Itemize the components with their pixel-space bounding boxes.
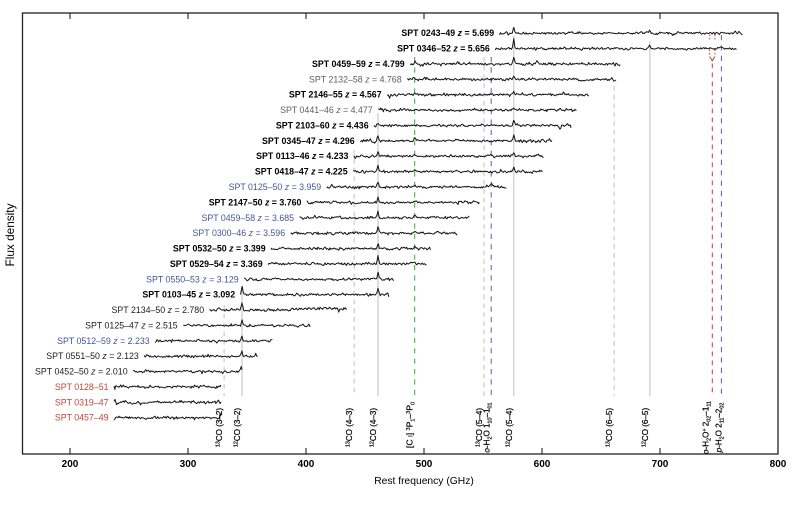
svg-text:SPT 0319–47: SPT 0319–47	[55, 397, 109, 407]
svg-text:SPT 2132–58 z = 4.768: SPT 2132–58 z = 4.768	[309, 74, 402, 84]
svg-text:SPT 0300–46 z = 3.596: SPT 0300–46 z = 3.596	[193, 228, 286, 238]
svg-text:Flux density: Flux density	[3, 203, 17, 266]
svg-text:o-H2O 110–101: o-H2O 110–101	[482, 402, 493, 452]
svg-text:SPT 2146–55 z = 4.567: SPT 2146–55 z = 4.567	[289, 90, 382, 100]
svg-text:SPT 0532–50 z = 3.399: SPT 0532–50 z = 3.399	[173, 244, 266, 254]
svg-text:SPT 0125–50 z = 3.959: SPT 0125–50 z = 3.959	[229, 182, 322, 192]
svg-text:400: 400	[298, 459, 315, 470]
svg-text:700: 700	[652, 459, 669, 470]
svg-text:SPT 0550–53 z = 3.129: SPT 0550–53 z = 3.129	[146, 274, 239, 284]
svg-text:SPT 2134–50 z = 2.780: SPT 2134–50 z = 2.780	[112, 305, 205, 315]
svg-text:SPT 0452–50 z = 2.010: SPT 0452–50 z = 2.010	[35, 367, 128, 377]
svg-text:12CO (4–3): 12CO (4–3)	[369, 408, 378, 448]
svg-text:12CO (6–5): 12CO (6–5)	[641, 408, 650, 448]
svg-text:12CO (5–4): 12CO (5–4)	[505, 408, 514, 448]
svg-text:SPT 0551–50 z = 2.123: SPT 0551–50 z = 2.123	[46, 351, 139, 361]
svg-text:SPT 0529–54 z = 3.369: SPT 0529–54 z = 3.369	[170, 259, 263, 269]
svg-text:SPT 2147–50 z = 3.760: SPT 2147–50 z = 3.760	[209, 197, 302, 207]
svg-text:600: 600	[534, 459, 551, 470]
svg-text:SPT 0346–52 z = 5.656: SPT 0346–52 z = 5.656	[397, 44, 490, 54]
svg-text:SPT 0113–46 z = 4.233: SPT 0113–46 z = 4.233	[256, 151, 348, 161]
svg-text:SPT 0512–59 z = 2.233: SPT 0512–59 z = 2.233	[57, 336, 150, 346]
svg-text:12CO (3–2): 12CO (3–2)	[233, 408, 242, 448]
svg-text:p-H2O 211–202: p-H2O 211–202	[714, 403, 725, 454]
svg-text:SPT 2103–60 z = 4.436: SPT 2103–60 z = 4.436	[276, 121, 369, 131]
svg-text:SPT 0457–49: SPT 0457–49	[55, 413, 109, 423]
svg-text:SPT 0103–45 z = 3.092: SPT 0103–45 z = 3.092	[142, 290, 235, 300]
svg-text:SPT 0345–47 z = 4.296: SPT 0345–47 z = 4.296	[262, 136, 355, 146]
svg-text:13CO (3–2): 13CO (3–2)	[215, 408, 224, 448]
svg-text:500: 500	[416, 459, 433, 470]
svg-text:800: 800	[770, 459, 787, 470]
svg-text:200: 200	[62, 459, 79, 470]
svg-text:SPT 0459–59 z = 4.799: SPT 0459–59 z = 4.799	[312, 59, 405, 69]
svg-text:SPT 0125–47 z = 2.515: SPT 0125–47 z = 2.515	[85, 320, 178, 330]
svg-text:SPT 0243–49 z = 5.699: SPT 0243–49 z = 5.699	[401, 28, 494, 38]
svg-text:Rest frequency (GHz): Rest frequency (GHz)	[374, 476, 474, 487]
svg-text:SPT 0128–51: SPT 0128–51	[55, 382, 109, 392]
svg-text:300: 300	[180, 459, 197, 470]
svg-text:SPT 0418–47 z = 4.225: SPT 0418–47 z = 4.225	[255, 167, 348, 177]
svg-text:13CO (5–4): 13CO (5–4)	[475, 408, 484, 448]
svg-text:13CO (4–3): 13CO (4–3)	[345, 408, 354, 448]
svg-text:SPT 0459–58 z = 3.685: SPT 0459–58 z = 3.685	[201, 213, 294, 223]
svg-text:o-H2O+ 202–111: o-H2O+ 202–111	[702, 401, 713, 454]
svg-text:SPT 0441–46 z = 4.477: SPT 0441–46 z = 4.477	[280, 105, 373, 115]
svg-text:13CO (6–5): 13CO (6–5)	[605, 408, 614, 448]
